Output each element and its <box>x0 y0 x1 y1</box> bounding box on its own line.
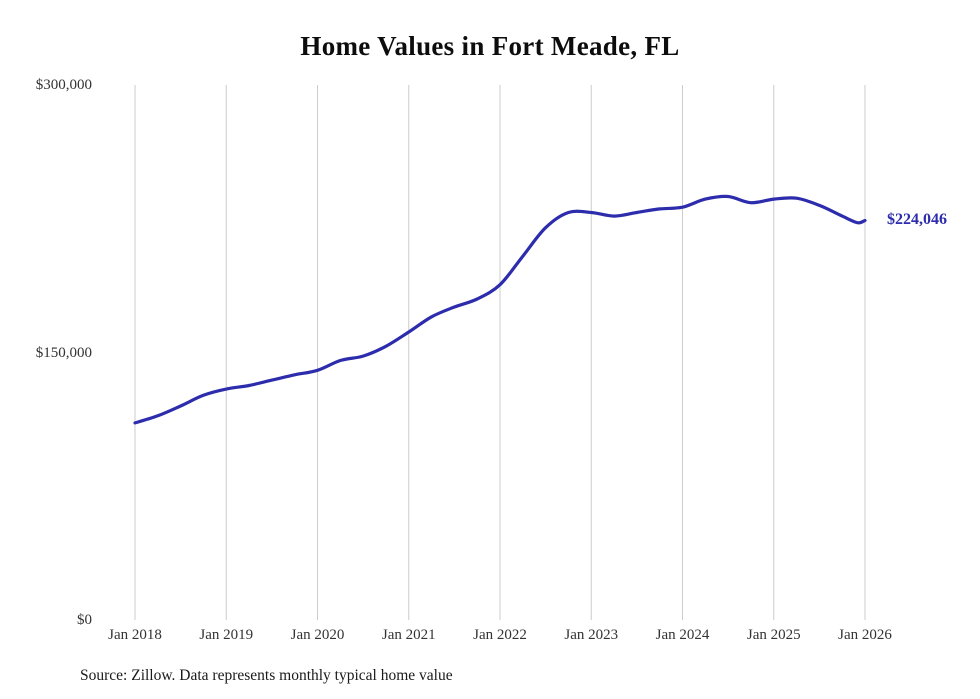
x-tick-label: Jan 2026 <box>838 627 892 643</box>
x-tick-label: Jan 2025 <box>746 627 801 643</box>
x-tick-label: Jan 2022 <box>473 627 527 643</box>
x-tick-label: Jan 2018 <box>108 627 162 643</box>
source-note: Source: Zillow. Data represents monthly … <box>80 667 453 684</box>
y-tick-label: $0 <box>77 612 92 628</box>
end-value-label: $224,046 <box>887 211 947 229</box>
x-tick-label: Jan 2021 <box>381 627 436 643</box>
y-tick-label: $300,000 <box>35 77 92 93</box>
x-tick-label: Jan 2023 <box>564 627 619 643</box>
value-line <box>133 194 867 425</box>
x-tick-label: Jan 2019 <box>199 627 254 643</box>
x-tick-label: Jan 2024 <box>655 627 710 643</box>
chart-title: Home Values in Fort Meade, FL <box>300 31 680 61</box>
grid-lines <box>134 85 866 620</box>
x-tick-label: Jan 2020 <box>290 627 345 643</box>
y-tick-label: $150,000 <box>35 344 92 361</box>
